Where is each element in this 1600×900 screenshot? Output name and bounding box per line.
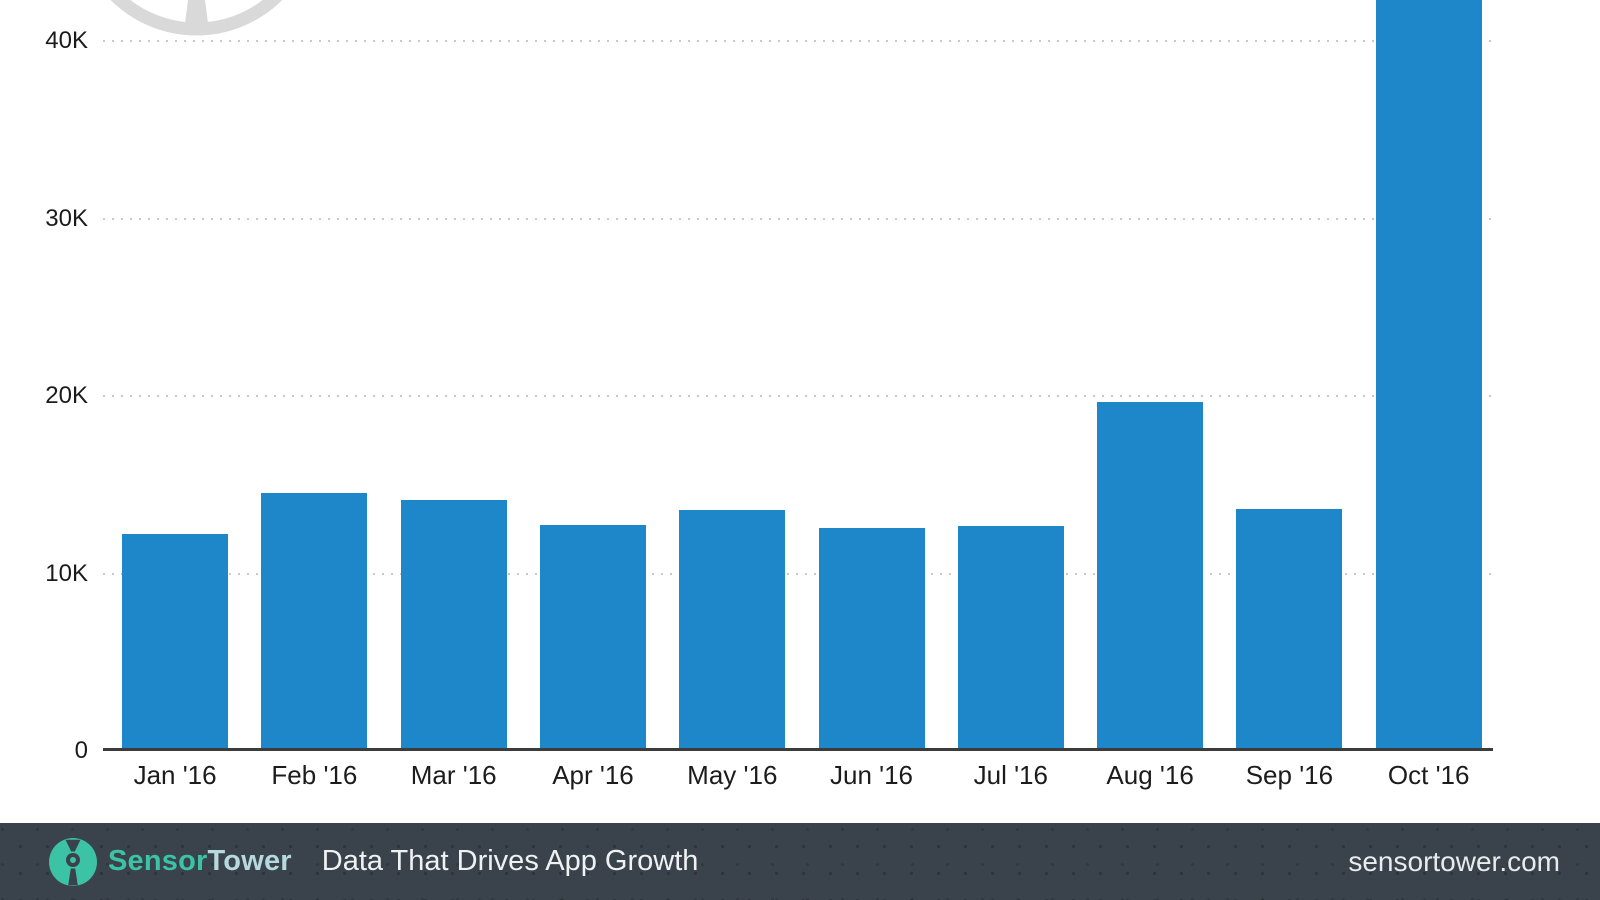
x-axis-label-jun-16: Jun '16: [829, 760, 914, 790]
bar-feb-16: [261, 492, 368, 750]
x-axis-label-sep-16: Sep '16: [1245, 760, 1334, 790]
gridline-20k: [103, 395, 1493, 397]
gridline-40k: [103, 40, 1493, 42]
y-axis-label-40k: 40K: [45, 27, 88, 54]
x-axis-label-oct-16: Oct '16: [1387, 760, 1470, 790]
bar-jan-16: [122, 533, 229, 750]
brand-tower-text: Tower: [207, 845, 292, 877]
footer-website-url: sensortower.com: [1348, 845, 1560, 877]
bar-oct-16: [1375, 0, 1482, 750]
bar-chart: 0 10K 20K 30K 40K Jan '16 Feb '16 Mar '16 Apr '…: [45, 0, 1493, 790]
x-axis-label-aug-16: Aug '16: [1106, 760, 1194, 790]
y-axis-label-0: 0: [74, 737, 88, 764]
sensortower-logo-icon: [49, 837, 97, 886]
gridline-30k: [103, 217, 1493, 220]
x-axis-label-feb-16: Feb '16: [271, 760, 358, 790]
brand-sensor-text: Sensor: [108, 845, 208, 877]
x-axis-label-jan-16: Jan '16: [133, 760, 217, 790]
bar-apr-16: [540, 524, 646, 750]
bar-may-16: [679, 510, 786, 750]
x-axis-line: [103, 748, 1493, 751]
footer-banner: SensorTower Data That Drives App Growth …: [0, 823, 1600, 900]
footer-tagline: Data That Drives App Growth: [321, 845, 699, 877]
y-axis-label-20k: 20K: [45, 382, 88, 409]
y-axis-label-10k: 10K: [45, 559, 88, 587]
bar-mar-16: [400, 499, 507, 750]
gridline-10k: [103, 572, 1493, 575]
bar-sep-16: [1236, 508, 1343, 750]
brand-wordmark: SensorTower: [108, 845, 292, 878]
y-axis-label-30k: 30K: [45, 204, 88, 232]
bar-jul-16: [957, 526, 1064, 751]
sensortower-watermark-icon: [110, 0, 283, 36]
x-axis-label-may-16: May '16: [687, 760, 778, 790]
x-axis-label-mar-16: Mar '16: [410, 760, 497, 790]
bar-aug-16: [1097, 402, 1204, 750]
bar-jun-16: [818, 528, 925, 750]
x-axis-label-apr-16: Apr '16: [552, 760, 634, 790]
x-axis-label-jul-16: Jul '16: [973, 760, 1048, 790]
